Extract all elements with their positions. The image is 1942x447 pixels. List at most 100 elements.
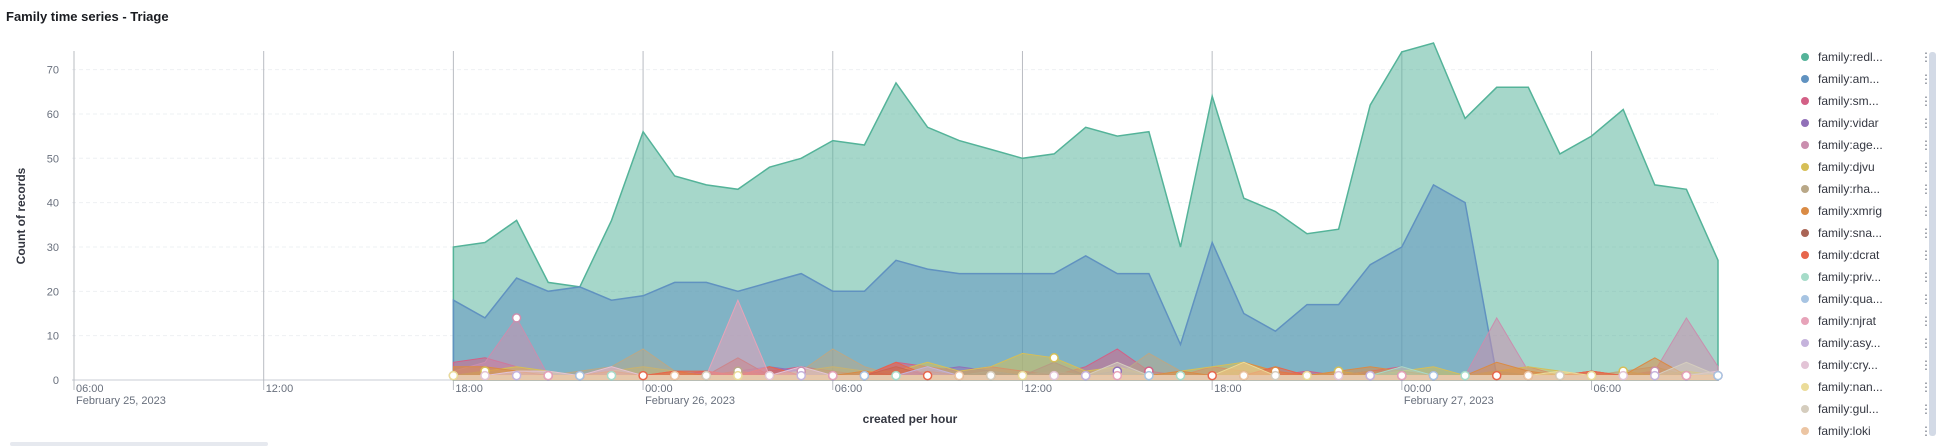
x-tick-time: 06:00 [835, 383, 863, 395]
more-options-icon[interactable]: ⋮ [1920, 50, 1930, 64]
x-tick-time: 06:00 [1594, 383, 1622, 395]
legend-item[interactable]: family:age... ⋮ [1800, 134, 1930, 156]
legend-item[interactable]: family:cry... ⋮ [1800, 354, 1930, 376]
legend-label: family:njrat [1818, 314, 1877, 328]
more-options-icon[interactable]: ⋮ [1920, 138, 1930, 152]
y-tick-label: 70 [47, 65, 59, 77]
y-tick-label: 40 [47, 198, 59, 210]
x-tick-date: February 27, 2023 [1404, 395, 1494, 407]
more-options-icon[interactable]: ⋮ [1920, 336, 1930, 350]
legend-color-dot [1801, 207, 1809, 215]
x-tick-time: 12:00 [266, 383, 294, 395]
legend-label: family:loki [1818, 424, 1871, 438]
legend-color-dot [1801, 273, 1809, 281]
data-point [1049, 353, 1059, 363]
more-options-icon[interactable]: ⋮ [1920, 270, 1930, 284]
legend-item[interactable]: family:njrat ⋮ [1800, 310, 1930, 332]
more-options-icon[interactable]: ⋮ [1920, 314, 1930, 328]
legend-label: family:sna... [1818, 226, 1883, 240]
more-options-icon[interactable]: ⋮ [1920, 424, 1930, 438]
legend-color-dot [1801, 185, 1809, 193]
x-tick-time: 12:00 [1024, 383, 1052, 395]
legend-item[interactable]: family:dcrat ⋮ [1800, 244, 1930, 266]
x-axis-title: created per hour [863, 412, 958, 426]
x-tick-time: 06:00 [76, 383, 104, 395]
y-tick-label: 0 [53, 375, 59, 387]
legend-item[interactable]: family:gul... ⋮ [1800, 398, 1930, 420]
data-point [701, 370, 712, 381]
legend-scrollbar[interactable] [1929, 52, 1936, 436]
more-options-icon[interactable]: ⋮ [1920, 116, 1930, 130]
data-point [1207, 370, 1217, 381]
data-point [669, 370, 680, 381]
data-point [828, 370, 838, 381]
legend-label: family:am... [1818, 72, 1880, 86]
legend-item[interactable]: family:xmrig ⋮ [1800, 200, 1930, 222]
more-options-icon[interactable]: ⋮ [1920, 72, 1930, 86]
legend-color-dot [1801, 405, 1809, 413]
data-point [638, 370, 648, 381]
y-axis-title: Count of records [14, 167, 28, 264]
more-options-icon[interactable]: ⋮ [1920, 358, 1930, 372]
y-axis: 0 10 20 30 40 50 60 70 [47, 65, 59, 387]
series-points [448, 313, 1723, 381]
legend-color-dot [1801, 251, 1809, 259]
legend-item[interactable]: family:rha... ⋮ [1800, 178, 1930, 200]
legend-item[interactable]: family:priv... ⋮ [1800, 266, 1930, 288]
more-options-icon[interactable]: ⋮ [1920, 248, 1930, 262]
horizontal-scrollbar[interactable] [10, 442, 268, 446]
x-tick-time: 00:00 [1404, 383, 1432, 395]
more-options-icon[interactable]: ⋮ [1920, 204, 1930, 218]
data-point [1397, 370, 1407, 381]
data-point [1049, 370, 1059, 381]
more-options-icon[interactable]: ⋮ [1920, 182, 1930, 196]
legend-label: family:xmrig [1818, 204, 1883, 218]
legend-item[interactable]: family:loki ⋮ [1800, 420, 1930, 441]
data-point [1555, 370, 1565, 381]
legend-item[interactable]: family:redl... ⋮ [1800, 46, 1930, 68]
y-tick-label: 60 [47, 109, 59, 121]
legend-label: family:nan... [1818, 380, 1883, 394]
data-point [796, 370, 806, 381]
x-tick-date: February 26, 2023 [645, 395, 735, 407]
data-point [1175, 370, 1186, 381]
data-point [986, 370, 996, 381]
more-options-icon[interactable]: ⋮ [1920, 380, 1930, 394]
data-point [606, 370, 617, 381]
legend-color-dot [1801, 97, 1809, 105]
legend-item[interactable]: family:sna... ⋮ [1800, 222, 1930, 244]
legend-item[interactable]: family:nan... ⋮ [1800, 376, 1930, 398]
y-tick-label: 30 [47, 242, 59, 254]
data-point [1144, 370, 1154, 381]
data-point [575, 370, 585, 381]
data-point [1523, 370, 1534, 381]
legend-item[interactable]: family:djvu ⋮ [1800, 156, 1930, 178]
legend-color-dot [1801, 229, 1809, 237]
legend-label: family:age... [1818, 138, 1883, 152]
legend-item[interactable]: family:vidar ⋮ [1800, 112, 1930, 134]
y-tick-label: 50 [47, 153, 59, 165]
data-point [1650, 370, 1660, 381]
legend-color-dot [1801, 119, 1809, 127]
more-options-icon[interactable]: ⋮ [1920, 226, 1930, 240]
more-options-icon[interactable]: ⋮ [1920, 292, 1930, 306]
data-point [1618, 370, 1628, 381]
legend-label: family:asy... [1818, 336, 1881, 350]
legend-color-dot [1801, 339, 1809, 347]
data-point [1080, 370, 1091, 381]
y-tick-label: 20 [47, 286, 59, 298]
more-options-icon[interactable]: ⋮ [1920, 160, 1930, 174]
legend-item[interactable]: family:am... ⋮ [1800, 68, 1930, 90]
data-point [448, 370, 459, 381]
legend-label: family:redl... [1818, 50, 1883, 64]
more-options-icon[interactable]: ⋮ [1920, 94, 1930, 108]
more-options-icon[interactable]: ⋮ [1920, 402, 1930, 416]
legend-item[interactable]: family:qua... ⋮ [1800, 288, 1930, 310]
data-point [733, 370, 743, 381]
legend-item[interactable]: family:sm... ⋮ [1800, 90, 1930, 112]
legend-color-dot [1801, 53, 1809, 61]
data-point [891, 370, 901, 381]
legend-item[interactable]: family:asy... ⋮ [1800, 332, 1930, 354]
